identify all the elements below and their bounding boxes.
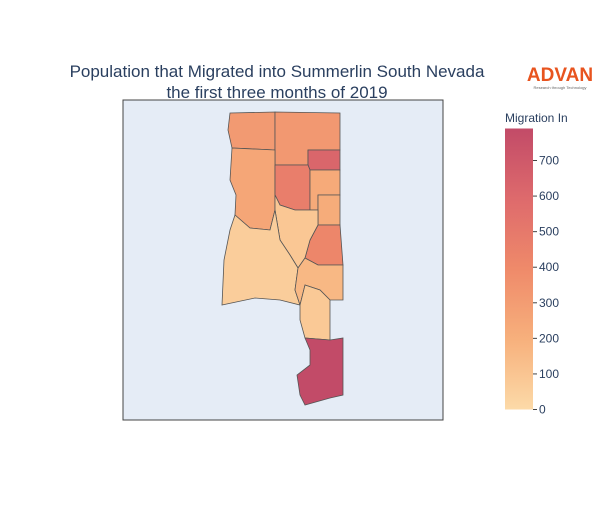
region — [299, 284, 331, 341]
colorbar-tick-label: 300 — [539, 296, 559, 310]
colorbar-tick-label: 0 — [539, 403, 546, 417]
region — [274, 164, 311, 211]
colorbar — [505, 128, 533, 410]
logo: ADVAN — [527, 65, 593, 86]
region — [296, 337, 344, 406]
colorbar-tick-label: 600 — [539, 189, 559, 203]
region — [227, 111, 276, 151]
colorbar-title: Migration In — [505, 111, 568, 125]
region — [307, 149, 341, 171]
chart-title: Population that Migrated into Summerlin … — [70, 62, 485, 81]
chart-title: the first three months of 2019 — [166, 83, 387, 102]
colorbar-tick-label: 700 — [539, 154, 559, 168]
logo-tagline: Research through Technology — [533, 85, 586, 90]
region — [317, 194, 341, 226]
colorbar-tick-label: 200 — [539, 331, 559, 345]
colorbar-tick-label: 500 — [539, 225, 559, 239]
colorbar-tick-label: 100 — [539, 367, 559, 381]
colorbar-tick-label: 400 — [539, 260, 559, 274]
